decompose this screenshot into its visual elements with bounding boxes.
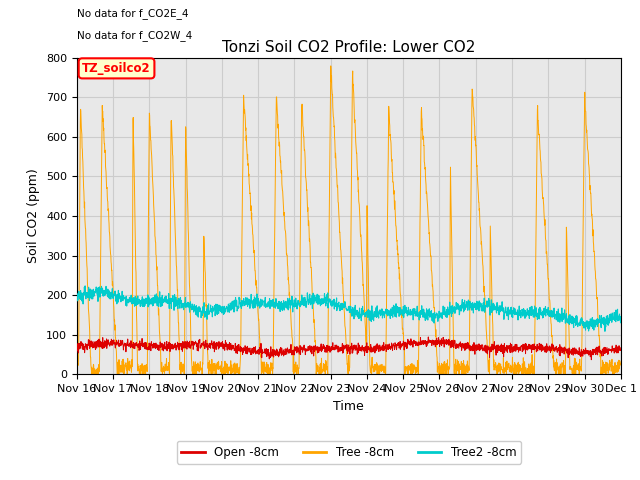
Title: Tonzi Soil CO2 Profile: Lower CO2: Tonzi Soil CO2 Profile: Lower CO2 xyxy=(222,40,476,55)
Text: TZ_soilco2: TZ_soilco2 xyxy=(82,62,151,75)
X-axis label: Time: Time xyxy=(333,400,364,413)
Text: No data for f_CO2W_4: No data for f_CO2W_4 xyxy=(77,31,192,41)
Text: No data for f_CO2E_4: No data for f_CO2E_4 xyxy=(77,9,188,19)
Y-axis label: Soil CO2 (ppm): Soil CO2 (ppm) xyxy=(28,168,40,264)
Legend: Open -8cm, Tree -8cm, Tree2 -8cm: Open -8cm, Tree -8cm, Tree2 -8cm xyxy=(177,441,521,464)
